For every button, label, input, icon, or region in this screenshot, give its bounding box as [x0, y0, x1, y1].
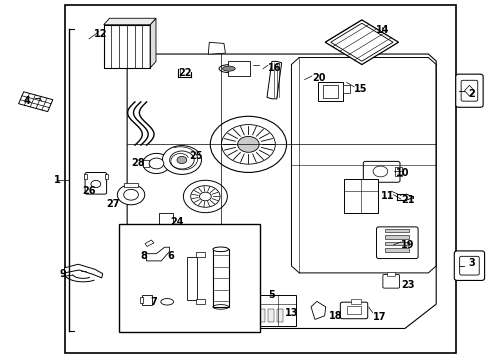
Text: 12: 12 — [93, 29, 107, 39]
Circle shape — [237, 136, 259, 152]
Text: 22: 22 — [178, 68, 191, 78]
Polygon shape — [150, 18, 156, 68]
Text: 17: 17 — [372, 312, 386, 322]
Text: 9: 9 — [59, 269, 66, 279]
Bar — [64, 5, 455, 353]
Polygon shape — [64, 264, 102, 278]
Circle shape — [149, 158, 163, 169]
Text: 5: 5 — [267, 290, 274, 300]
Bar — [142, 160, 148, 167]
FancyBboxPatch shape — [340, 302, 367, 319]
Circle shape — [372, 166, 387, 177]
Ellipse shape — [161, 298, 173, 305]
Circle shape — [199, 192, 211, 201]
Bar — [323, 85, 337, 98]
Text: 13: 13 — [284, 308, 298, 318]
Bar — [142, 294, 152, 305]
Bar — [276, 309, 282, 322]
Bar — [84, 174, 87, 179]
Polygon shape — [208, 42, 225, 54]
Circle shape — [190, 186, 220, 207]
Ellipse shape — [212, 247, 228, 252]
Bar — [385, 235, 408, 239]
Bar — [350, 299, 360, 303]
Circle shape — [123, 189, 138, 200]
Bar — [254, 295, 295, 327]
Bar — [104, 174, 107, 179]
Text: 27: 27 — [106, 199, 120, 210]
Bar — [267, 309, 273, 322]
Bar — [196, 299, 205, 304]
Text: 4: 4 — [23, 96, 30, 106]
Text: 8: 8 — [141, 251, 147, 261]
Bar — [103, 25, 150, 68]
Circle shape — [177, 156, 186, 163]
Bar — [140, 297, 142, 302]
Text: 6: 6 — [167, 251, 174, 261]
FancyBboxPatch shape — [460, 80, 477, 101]
Text: 2: 2 — [468, 89, 474, 99]
Bar — [228, 62, 250, 76]
FancyBboxPatch shape — [85, 172, 106, 194]
Text: 24: 24 — [170, 217, 183, 228]
Bar — [212, 249, 228, 307]
Polygon shape — [325, 20, 398, 64]
Bar — [124, 183, 138, 187]
Bar — [318, 81, 342, 101]
Bar — [344, 179, 378, 213]
Bar — [394, 167, 401, 176]
Bar — [385, 248, 408, 252]
Polygon shape — [19, 92, 53, 112]
Bar — [159, 212, 173, 226]
Text: 26: 26 — [82, 186, 96, 196]
Bar — [385, 242, 408, 245]
Text: 25: 25 — [189, 150, 203, 161]
Text: 23: 23 — [400, 280, 414, 290]
FancyBboxPatch shape — [459, 256, 478, 275]
Text: 28: 28 — [131, 158, 144, 168]
Circle shape — [162, 145, 201, 174]
Bar — [346, 306, 360, 314]
Text: 11: 11 — [380, 191, 393, 201]
Text: 18: 18 — [328, 311, 342, 321]
Circle shape — [142, 153, 170, 174]
Circle shape — [183, 180, 227, 213]
Polygon shape — [145, 240, 154, 247]
Text: 21: 21 — [400, 195, 414, 205]
Circle shape — [91, 180, 101, 188]
Text: 7: 7 — [150, 297, 157, 307]
Circle shape — [117, 185, 144, 205]
Circle shape — [221, 125, 275, 164]
Circle shape — [210, 116, 286, 172]
Bar — [196, 252, 205, 257]
Text: 10: 10 — [395, 168, 409, 178]
FancyBboxPatch shape — [453, 251, 484, 280]
Text: 15: 15 — [353, 84, 367, 94]
Bar — [186, 257, 197, 300]
Bar — [342, 85, 349, 93]
Bar — [386, 272, 394, 275]
Text: 14: 14 — [375, 24, 388, 35]
FancyBboxPatch shape — [382, 274, 399, 288]
FancyBboxPatch shape — [455, 74, 482, 107]
Text: 3: 3 — [468, 258, 474, 268]
Text: 16: 16 — [267, 63, 281, 73]
Polygon shape — [310, 301, 325, 319]
Circle shape — [169, 151, 194, 169]
Bar — [259, 309, 264, 322]
FancyBboxPatch shape — [363, 161, 399, 182]
Text: 19: 19 — [400, 240, 414, 250]
Polygon shape — [146, 247, 169, 261]
Ellipse shape — [219, 65, 238, 73]
Polygon shape — [464, 85, 473, 96]
Bar — [162, 225, 170, 228]
FancyBboxPatch shape — [376, 227, 417, 258]
Text: 20: 20 — [311, 73, 325, 84]
Bar — [385, 229, 408, 232]
Polygon shape — [103, 18, 156, 25]
Bar — [119, 224, 260, 332]
Ellipse shape — [222, 66, 235, 71]
Text: 1: 1 — [54, 175, 61, 185]
Polygon shape — [266, 61, 281, 99]
